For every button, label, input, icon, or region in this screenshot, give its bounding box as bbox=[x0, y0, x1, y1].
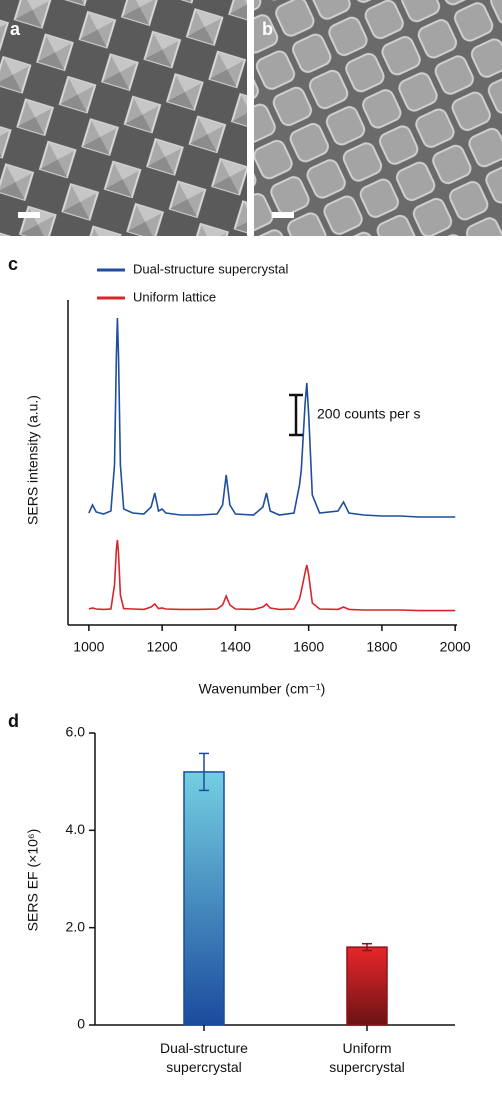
panel-label: c bbox=[8, 254, 18, 274]
scale-bar-b bbox=[272, 212, 294, 218]
sem-image-b bbox=[254, 0, 502, 236]
y-axis-label: SERS EF (×10⁶) bbox=[25, 829, 41, 932]
x-tick-label: Dual-structure supercrystal bbox=[149, 1039, 259, 1077]
bar bbox=[347, 947, 387, 1025]
spectrum-line bbox=[89, 540, 455, 611]
x-tick-label: Uniform supercrystal bbox=[312, 1039, 422, 1077]
scale-bar-a bbox=[18, 212, 40, 218]
x-axis-label: Wavenumber (cm⁻¹) bbox=[199, 681, 326, 697]
x-tick-label: 1600 bbox=[293, 639, 324, 655]
sem-image-a bbox=[0, 0, 247, 236]
y-tick-label: 0 bbox=[77, 1016, 85, 1032]
legend-label: Uniform lattice bbox=[133, 289, 216, 304]
x-tick-label: 1800 bbox=[366, 639, 397, 655]
x-tick-label: 2000 bbox=[440, 639, 471, 655]
scale-bar-label: 200 counts per s bbox=[317, 406, 421, 422]
legend-label: Dual-structure supercrystal bbox=[133, 261, 288, 276]
y-tick-label: 6.0 bbox=[66, 724, 86, 740]
y-axis-label: SERS intensity (a.u.) bbox=[25, 395, 41, 525]
y-tick-label: 4.0 bbox=[66, 821, 86, 837]
panel-label: a bbox=[10, 19, 21, 39]
y-tick-label: 2.0 bbox=[66, 918, 86, 934]
x-tick-label: 1200 bbox=[147, 639, 178, 655]
x-tick-label: 1000 bbox=[73, 639, 104, 655]
panel-label: b bbox=[262, 19, 273, 39]
bar bbox=[184, 772, 224, 1025]
x-tick-label: 1400 bbox=[220, 639, 251, 655]
panel-label: d bbox=[8, 711, 19, 731]
